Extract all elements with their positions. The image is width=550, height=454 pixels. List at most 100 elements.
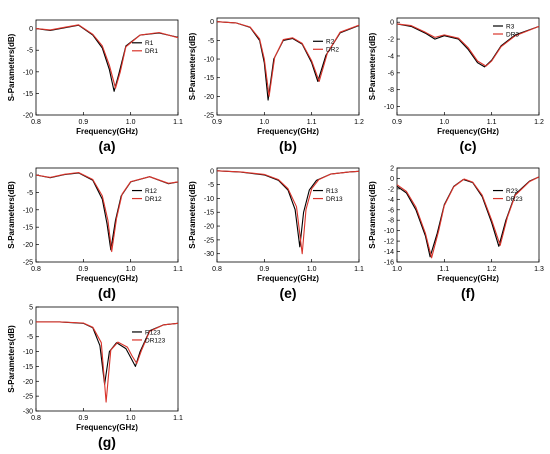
- y-tick-label: 0: [210, 168, 214, 175]
- y-axis-label: S-Parameters(dB): [188, 181, 197, 249]
- x-axis-label: Frequency(GHz): [257, 127, 319, 136]
- x-tick-label: 1.1: [173, 415, 183, 422]
- x-tick-label: 0.8: [31, 415, 41, 422]
- x-tick-label: 1.1: [307, 119, 317, 126]
- legend-entry: DR3: [506, 31, 519, 38]
- panel-label: (b): [279, 138, 297, 154]
- legend-entry: R1: [145, 40, 154, 47]
- y-tick-label: 0: [29, 26, 33, 33]
- plot-frame: [35, 167, 179, 263]
- y-tick-label: 5: [29, 305, 33, 312]
- series-line: [216, 170, 360, 248]
- y-tick-label: 0: [29, 172, 33, 179]
- y-tick-label: 0: [390, 176, 394, 183]
- y-tick-label: -25: [23, 394, 33, 401]
- y-tick-label: 2: [390, 166, 394, 173]
- y-tick-label: -10: [23, 69, 33, 76]
- x-tick-label: 0.9: [78, 415, 88, 422]
- y-tick-label: -20: [204, 224, 214, 231]
- plot-frame: [216, 167, 360, 263]
- x-tick-label: 1.2: [354, 119, 364, 126]
- panel-label: (c): [459, 138, 476, 154]
- plot-frame: [396, 167, 540, 263]
- panel-label: (a): [98, 138, 115, 154]
- x-axis-label: Frequency(GHz): [257, 274, 319, 283]
- y-tick-label: -5: [27, 190, 33, 197]
- x-tick-label: 0.9: [212, 119, 222, 126]
- series-line: [216, 21, 360, 97]
- y-axis-label: S-Parameters(dB): [7, 181, 16, 249]
- x-tick-label: 1.0: [126, 119, 136, 126]
- y-tick-label: 0: [29, 319, 33, 326]
- y-tick-label: -10: [23, 207, 33, 214]
- y-tick-label: -2: [388, 37, 394, 44]
- x-axis-label: Frequency(GHz): [76, 127, 138, 136]
- x-tick-label: 1.0: [392, 266, 402, 273]
- chart-panel: 0.9 1.0 1.1 1.2 0 -2 -4 -6 -8 -10 Frequency(GHz) S-…: [368, 17, 544, 154]
- y-tick-label: -10: [204, 196, 214, 203]
- legend-entry: R3: [506, 23, 515, 30]
- plot-frame: [396, 17, 540, 116]
- y-tick-label: -25: [23, 260, 33, 267]
- x-tick-label: 1.1: [173, 266, 183, 273]
- legend-entry: DR12: [145, 196, 162, 203]
- series-line: [396, 176, 540, 259]
- panel-label: (g): [98, 434, 116, 450]
- x-tick-label: 0.9: [259, 266, 269, 273]
- y-tick-label: -15: [23, 225, 33, 232]
- y-tick-label: -6: [388, 70, 394, 77]
- x-tick-label: 1.0: [259, 119, 269, 126]
- y-tick-label: 0: [390, 20, 394, 27]
- plot-frame: [216, 17, 360, 116]
- y-tick-label: -5: [27, 334, 33, 341]
- chart-panel: 0.8 0.9 1.0 1.1 0 -5 -10 -15 -20 Frequency(GHz) S-…: [7, 19, 183, 154]
- y-tick-label: -4: [388, 53, 394, 60]
- x-tick-label: 1.3: [534, 266, 544, 273]
- panel-label: (d): [98, 285, 116, 301]
- y-axis-label: S-Parameters(dB): [7, 325, 16, 393]
- y-tick-label: -15: [23, 91, 33, 98]
- x-tick-label: 1.2: [487, 266, 497, 273]
- y-tick-label: -10: [384, 228, 394, 235]
- x-tick-label: 1.1: [354, 266, 364, 273]
- chart-panel: 0.8 0.9 1.0 1.1 5 0 -5 -10 -15 -20 -25 -30 Frequency…: [7, 305, 183, 451]
- y-tick-label: -20: [23, 242, 33, 249]
- y-tick-label: -20: [23, 379, 33, 386]
- series-line: [36, 321, 179, 403]
- legend-entry: R12: [145, 188, 157, 195]
- x-tick-label: 0.8: [212, 266, 222, 273]
- y-tick-label: -15: [204, 210, 214, 217]
- chart-panel: 1.0 1.1 1.2 1.3 2 0 -2 -4 -6 -8 -10 -12 -14 -16 Freque…: [368, 166, 544, 302]
- y-tick-label: -15: [23, 364, 33, 371]
- chart-panel: 0.8 0.9 1.0 1.1 0 -5 -10 -15 -20 -25 Frequency(GHz…: [7, 167, 183, 301]
- legend-entry: DR23: [506, 196, 523, 203]
- y-axis-label: S-Parameters(dB): [188, 32, 197, 100]
- x-tick-label: 1.0: [439, 119, 449, 126]
- series-line: [216, 21, 360, 101]
- y-tick-label: -25: [204, 113, 214, 120]
- x-tick-label: 1.0: [307, 266, 317, 273]
- y-tick-label: -5: [208, 182, 214, 189]
- x-tick-label: 1.1: [487, 119, 497, 126]
- x-tick-label: 1.0: [126, 266, 136, 273]
- y-tick-label: -10: [204, 57, 214, 64]
- legend-entry: R2: [326, 39, 335, 46]
- series-line: [35, 24, 179, 89]
- series-line: [35, 172, 179, 251]
- y-tick-label: -10: [23, 349, 33, 356]
- x-tick-label: 1.1: [439, 266, 449, 273]
- series-line: [216, 170, 360, 255]
- x-axis-label: Frequency(GHz): [437, 274, 499, 283]
- series-line: [396, 23, 540, 68]
- y-tick-label: -14: [384, 249, 394, 256]
- y-tick-label: -16: [384, 260, 394, 267]
- legend-entry: DR2: [326, 47, 339, 54]
- x-tick-label: 1.1: [173, 119, 183, 126]
- y-tick-label: -30: [204, 251, 214, 258]
- y-tick-label: -12: [384, 239, 394, 246]
- plot-frame: [35, 306, 179, 412]
- y-tick-label: -6: [388, 207, 394, 214]
- plot-frame: [35, 19, 179, 116]
- x-tick-label: 0.9: [78, 119, 88, 126]
- x-tick-label: 1.0: [126, 415, 136, 422]
